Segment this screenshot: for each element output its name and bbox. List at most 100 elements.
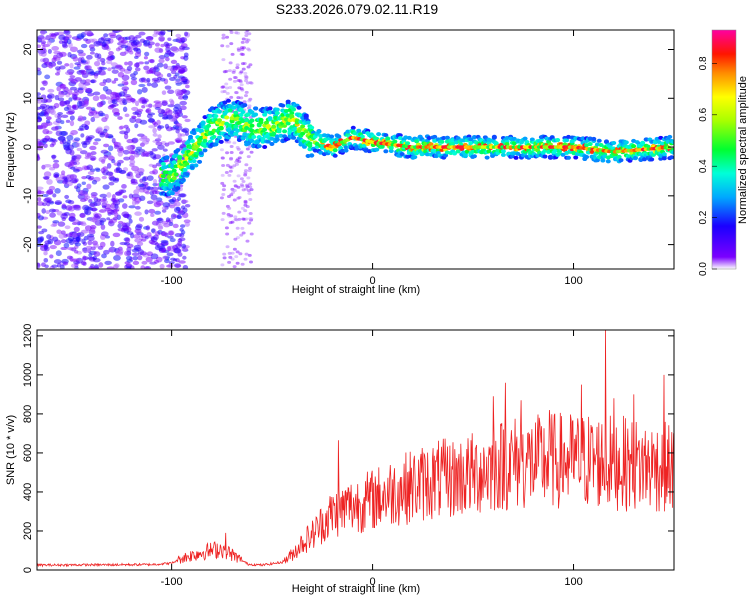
colorbar-ticks: 0.0 0.2 0.4 0.6 0.8 bbox=[698, 56, 717, 276]
heatmap-cell bbox=[49, 143, 55, 148]
heatmap-cell bbox=[181, 115, 188, 119]
heatmap-cell bbox=[106, 60, 113, 65]
heatmap-cell bbox=[247, 169, 252, 173]
heatmap-cell bbox=[236, 79, 241, 83]
heatmap-cell bbox=[216, 118, 222, 123]
heatmap-cell bbox=[69, 160, 75, 165]
heatmap-cell bbox=[99, 112, 106, 117]
heatmap-cell bbox=[75, 236, 81, 242]
heatmap-cell bbox=[73, 226, 80, 232]
colorbar-label: Normalized spectral amplitude bbox=[737, 76, 749, 224]
heatmap-cell bbox=[71, 105, 77, 110]
heatmap-cell bbox=[139, 251, 148, 256]
heatmap-cell bbox=[73, 137, 81, 142]
heatmap-cell bbox=[89, 51, 95, 55]
heatmap-cell bbox=[42, 80, 48, 86]
heatmap-cell bbox=[85, 135, 90, 142]
heatmap-cell bbox=[219, 196, 224, 200]
heatmap-cell bbox=[522, 136, 528, 141]
heatmap-cell bbox=[81, 248, 90, 254]
heatmap-cell bbox=[77, 128, 85, 132]
heatmap-cell bbox=[60, 170, 66, 176]
heatmap-cell bbox=[240, 262, 245, 266]
heatmap-cell bbox=[141, 104, 146, 109]
heatmap-cell bbox=[148, 68, 153, 74]
heatmap-cell bbox=[244, 75, 249, 79]
heatmap-cell bbox=[234, 160, 239, 164]
heatmap-cell bbox=[227, 251, 232, 255]
heatmap-cell bbox=[174, 88, 182, 95]
heatmap-cell bbox=[249, 150, 254, 154]
heatmap-cell bbox=[228, 61, 233, 65]
heatmap-cell bbox=[138, 148, 146, 153]
heatmap-cell bbox=[86, 54, 93, 60]
heatmap-cell bbox=[81, 59, 87, 64]
heatmap-cell bbox=[245, 239, 250, 243]
heatmap-cell bbox=[181, 199, 189, 204]
heatmap-cell bbox=[51, 46, 60, 51]
heatmap-cell bbox=[41, 262, 46, 267]
heatmap-cell bbox=[146, 175, 154, 181]
heatmap-cell bbox=[90, 109, 98, 116]
heatmap-cell bbox=[130, 181, 139, 185]
heatmap-cell bbox=[47, 48, 52, 54]
heatmap-cell bbox=[71, 258, 80, 262]
colorbar-tick-label: 0.2 bbox=[698, 210, 709, 224]
heatmap-cell bbox=[154, 242, 160, 247]
heatmap-cell bbox=[227, 108, 233, 113]
heatmap-cell bbox=[291, 107, 297, 112]
heatmap-cell bbox=[57, 92, 65, 98]
heatmap-cell bbox=[145, 256, 153, 263]
heatmap-cell bbox=[183, 219, 191, 224]
heatmap-cell bbox=[241, 231, 246, 235]
heatmap-cell bbox=[246, 106, 251, 110]
heatmap-cell bbox=[142, 150, 149, 157]
heatmap-cell bbox=[243, 203, 248, 207]
colorbar-tick-label: 0.4 bbox=[698, 159, 709, 173]
heatmap-cell bbox=[80, 43, 88, 49]
heatmap-cell bbox=[148, 125, 156, 129]
heatmap-cell bbox=[232, 76, 237, 80]
heatmap-cell bbox=[228, 86, 233, 90]
heatmap-cell bbox=[228, 221, 233, 225]
heatmap-cell bbox=[220, 173, 225, 177]
heatmap-cell bbox=[43, 244, 49, 250]
heatmap-cell bbox=[316, 129, 322, 134]
heatmap-cell bbox=[70, 263, 78, 268]
heatmap-cell bbox=[165, 56, 170, 62]
heatmap-cell bbox=[243, 173, 248, 177]
heatmap-cell bbox=[247, 221, 252, 225]
heatmap-cell bbox=[70, 166, 76, 170]
heatmap-cell bbox=[150, 228, 156, 233]
heatmap-cell bbox=[175, 33, 182, 38]
heatmap-cell bbox=[144, 61, 150, 65]
heatmap-cell bbox=[229, 31, 234, 35]
heatmap-cell bbox=[87, 235, 95, 242]
heatmap-cell bbox=[128, 218, 133, 224]
heatmap-cell bbox=[146, 113, 153, 119]
heatmap-cell bbox=[115, 47, 121, 52]
heatmap-cell bbox=[235, 63, 240, 67]
heatmap-cell bbox=[93, 200, 102, 206]
heatmap-cell bbox=[65, 71, 73, 76]
heatmap-cell bbox=[643, 137, 649, 142]
heatmap-cell bbox=[352, 131, 358, 136]
heatmap-cell bbox=[397, 133, 403, 138]
heatmap-cell bbox=[282, 129, 288, 134]
heatmap-cell bbox=[42, 175, 50, 180]
heatmap-cell bbox=[670, 140, 674, 145]
heatmap-cell bbox=[167, 37, 172, 41]
heatmap-cell bbox=[66, 255, 73, 260]
heatmap-cell bbox=[135, 205, 141, 210]
heatmap-cell bbox=[51, 264, 59, 268]
heatmap-cell bbox=[165, 114, 173, 120]
heatmap-cell bbox=[104, 113, 109, 120]
heatmap-cell bbox=[669, 155, 674, 160]
heatmap-cell bbox=[93, 251, 101, 257]
heatmap-cell bbox=[169, 204, 176, 209]
heatmap-cell bbox=[221, 192, 226, 196]
heatmap-cell bbox=[134, 170, 140, 174]
heatmap-cell bbox=[555, 138, 561, 143]
heatmap-cell bbox=[173, 247, 182, 254]
heatmap-cell bbox=[73, 204, 81, 209]
